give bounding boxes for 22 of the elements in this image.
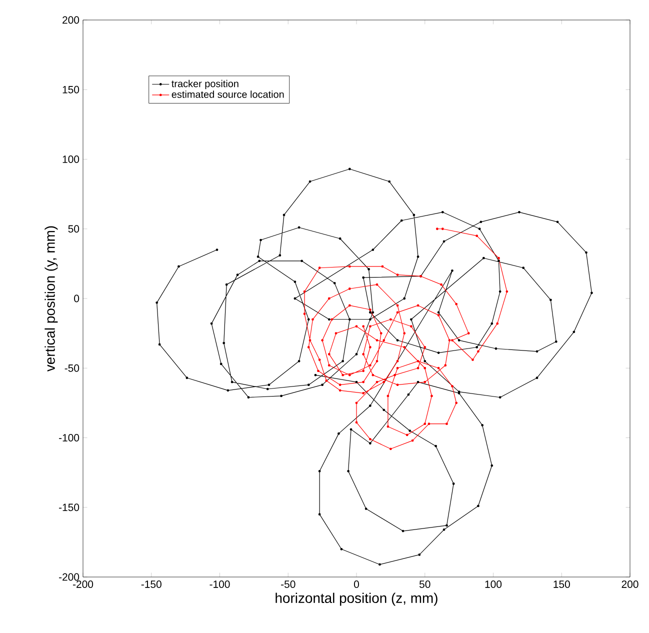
x-tick-label: 100 — [485, 580, 502, 588]
y-tick-label: 200 — [62, 16, 80, 24]
x-tick-label: -50 — [281, 580, 296, 588]
x-tick-label: -200 — [73, 580, 94, 588]
y-axis-title: vertical position (y, mm) — [44, 226, 58, 372]
x-tick-label: 200 — [622, 580, 638, 588]
y-tick-label: 50 — [68, 225, 80, 233]
y-tick-label: -150 — [59, 504, 80, 512]
legend-label: tracker position — [172, 80, 238, 90]
y-tick-label: 100 — [62, 156, 80, 163]
y-tick-label: -50 — [64, 364, 80, 372]
legend-label: estimated source location — [172, 90, 284, 98]
y-tick-label: 0 — [74, 294, 80, 302]
x-tick-label: 150 — [554, 580, 570, 588]
x-axis-title: horizontal position (z, mm) — [276, 592, 438, 606]
x-tick-label: 50 — [419, 580, 430, 588]
x-tick-label: -150 — [141, 580, 162, 588]
x-tick-label: -100 — [210, 580, 230, 588]
x-tick-label: 0 — [354, 580, 359, 588]
y-tick-label: -100 — [59, 434, 80, 442]
y-tick-label: -200 — [59, 573, 80, 581]
y-tick-label: 150 — [62, 86, 80, 94]
